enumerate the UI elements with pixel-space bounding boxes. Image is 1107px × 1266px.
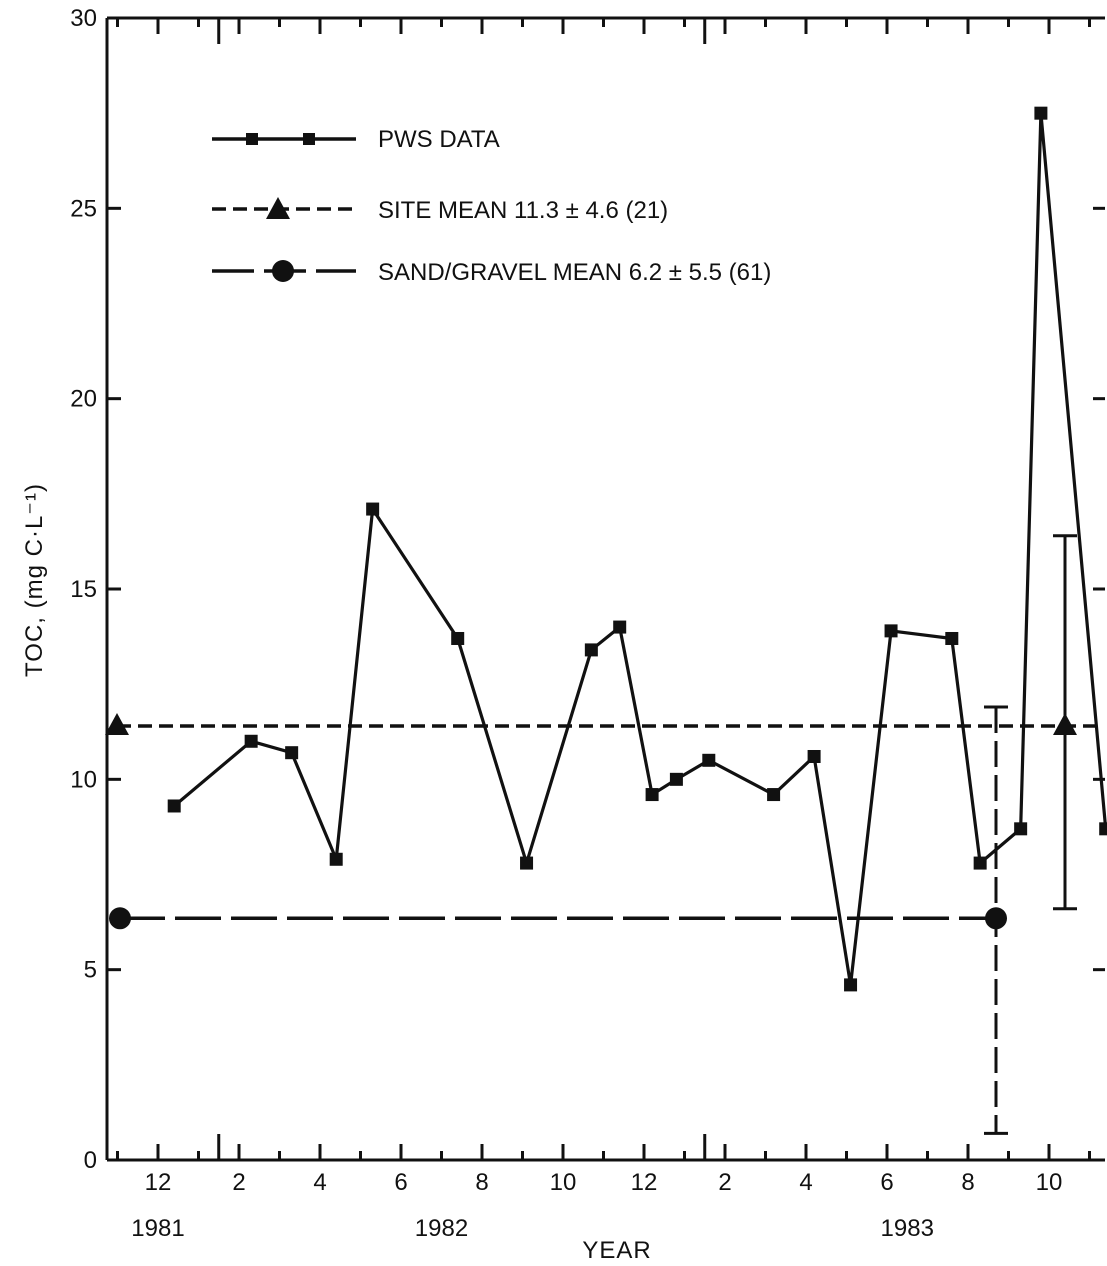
x-tick-label: 2 [718, 1169, 731, 1196]
legend-pws-symbol [212, 133, 356, 145]
x-tick-label: 4 [313, 1169, 326, 1196]
pws-data-point [884, 624, 898, 638]
site-mean-marker-left [105, 713, 129, 736]
pws-data-point [584, 643, 598, 657]
pws-data-point [520, 856, 534, 870]
legend-site-mean-symbol [212, 197, 356, 219]
pws-data-line [173, 113, 1107, 986]
x-tick-label: 8 [475, 1169, 488, 1196]
x-tick-label: 6 [394, 1169, 407, 1196]
pws-data-point [285, 746, 299, 760]
y-axis-title: TOC, (mg C·L⁻¹) [21, 483, 48, 677]
pws-data-point [1034, 106, 1048, 120]
legend-sand-gravel-label: SAND/GRAVEL MEAN 6.2 ± 5.5 (61) [378, 259, 771, 286]
x-tick-label: 6 [880, 1169, 893, 1196]
pws-data-point [844, 978, 858, 992]
y-tick-label: 5 [84, 957, 97, 984]
legend-pws-label: PWS DATA [378, 126, 500, 153]
year-label: 1981 [131, 1215, 184, 1242]
pws-data-point [366, 502, 380, 516]
pws-data-point [973, 856, 987, 870]
pws-data-point [945, 631, 959, 645]
y-tick-label: 20 [70, 386, 97, 413]
x-tick-label: 12 [145, 1169, 172, 1196]
pws-data-point [244, 734, 258, 748]
legend-site-mean-label: SITE MEAN 11.3 ± 4.6 (21) [378, 197, 668, 224]
pws-data-point [451, 631, 465, 645]
x-tick-label: 4 [799, 1169, 812, 1196]
year-label: 1982 [415, 1215, 468, 1242]
y-tick-label: 25 [70, 195, 97, 222]
pws-data-point [329, 852, 343, 866]
sand-gravel-mean-marker-left [109, 907, 131, 930]
pws-data-point [702, 753, 716, 767]
year-label: 1983 [881, 1215, 934, 1242]
pws-data-point [807, 749, 821, 763]
pws-data-point [1099, 822, 1107, 836]
x-tick-label: 10 [550, 1169, 577, 1196]
plot-axes: 0510152025301224681012246810121981198219… [70, 5, 1105, 1242]
pws-data-point [645, 788, 659, 802]
pws-data-point [767, 788, 781, 802]
x-tick-label: 12 [631, 1169, 658, 1196]
x-tick-label: 10 [1036, 1169, 1063, 1196]
x-tick-label: 8 [961, 1169, 974, 1196]
pws-data-point [669, 772, 683, 786]
y-tick-label: 30 [70, 5, 97, 32]
y-tick-label: 0 [84, 1147, 97, 1174]
legend: PWS DATA SITE MEAN 11.3 ± 4.6 (21) SAND/… [212, 126, 771, 286]
y-tick-label: 15 [70, 576, 97, 603]
pws-data-point [613, 620, 627, 634]
y-tick-label: 10 [70, 766, 97, 793]
pws-data-point [167, 799, 181, 813]
x-axis-title: YEAR [582, 1237, 651, 1264]
plot-marks [105, 106, 1107, 1135]
pws-data-point [1014, 822, 1028, 836]
legend-sand-gravel-symbol [212, 260, 356, 282]
x-tick-label: 2 [232, 1169, 245, 1196]
